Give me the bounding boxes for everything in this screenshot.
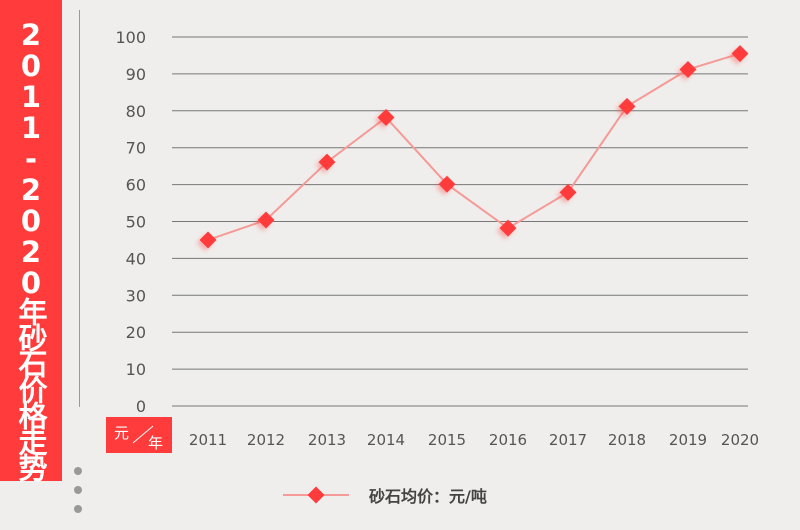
legend-marker-icon [283, 486, 349, 504]
data-point-2014 [377, 108, 395, 126]
x-tick-label: 2020 [721, 431, 759, 449]
y-tick-label: 50 [126, 213, 146, 232]
unit-label-bottom: 年 [148, 434, 164, 452]
y-tick-label: 10 [126, 360, 146, 379]
x-tick-label: 2015 [428, 431, 466, 449]
x-tick-label: 2019 [669, 431, 707, 449]
legend: 砂石均价：元/吨 [283, 483, 487, 507]
x-tick-label: 2017 [549, 431, 587, 449]
y-tick-label: 70 [126, 139, 146, 158]
x-tick-label: 2011 [189, 431, 227, 449]
y-tick-label: 0 [136, 397, 146, 416]
x-tick-label: 2016 [489, 431, 527, 449]
x-tick-label: 2012 [247, 431, 285, 449]
y-tick-label: 20 [126, 323, 146, 342]
data-point-2019 [679, 60, 697, 78]
data-point-2017 [559, 183, 577, 201]
title-banner: 2011-2020年砂石价格走势 [0, 0, 62, 481]
dot-icon [74, 467, 82, 475]
chart-title: 2011-2020年砂石价格走势 [14, 18, 48, 479]
data-point-2012 [257, 211, 275, 229]
legend-label: 砂石均价：元/吨 [369, 487, 487, 506]
x-tick-label: 2018 [608, 431, 646, 449]
data-point-2015 [438, 175, 456, 193]
x-tick-label: 2014 [367, 431, 405, 449]
y-tick-label: 30 [126, 286, 146, 305]
data-point-2020 [731, 45, 749, 63]
dot-icon [74, 486, 82, 494]
data-point-2011 [199, 231, 217, 249]
data-point-2013 [318, 153, 336, 171]
unit-label: 元 年 [106, 417, 172, 453]
decorative-divider [79, 10, 80, 407]
y-tick-label: 60 [126, 176, 146, 195]
dot-icon [74, 505, 82, 513]
y-tick-label: 90 [126, 65, 146, 84]
y-tick-label: 40 [126, 249, 146, 268]
data-point-2016 [499, 219, 517, 237]
y-tick-label: 80 [126, 102, 146, 121]
x-tick-label: 2013 [308, 431, 346, 449]
y-tick-label: 100 [115, 28, 146, 47]
unit-label-top: 元 [114, 424, 130, 442]
series-line [207, 52, 741, 241]
data-point-2018 [618, 97, 636, 115]
